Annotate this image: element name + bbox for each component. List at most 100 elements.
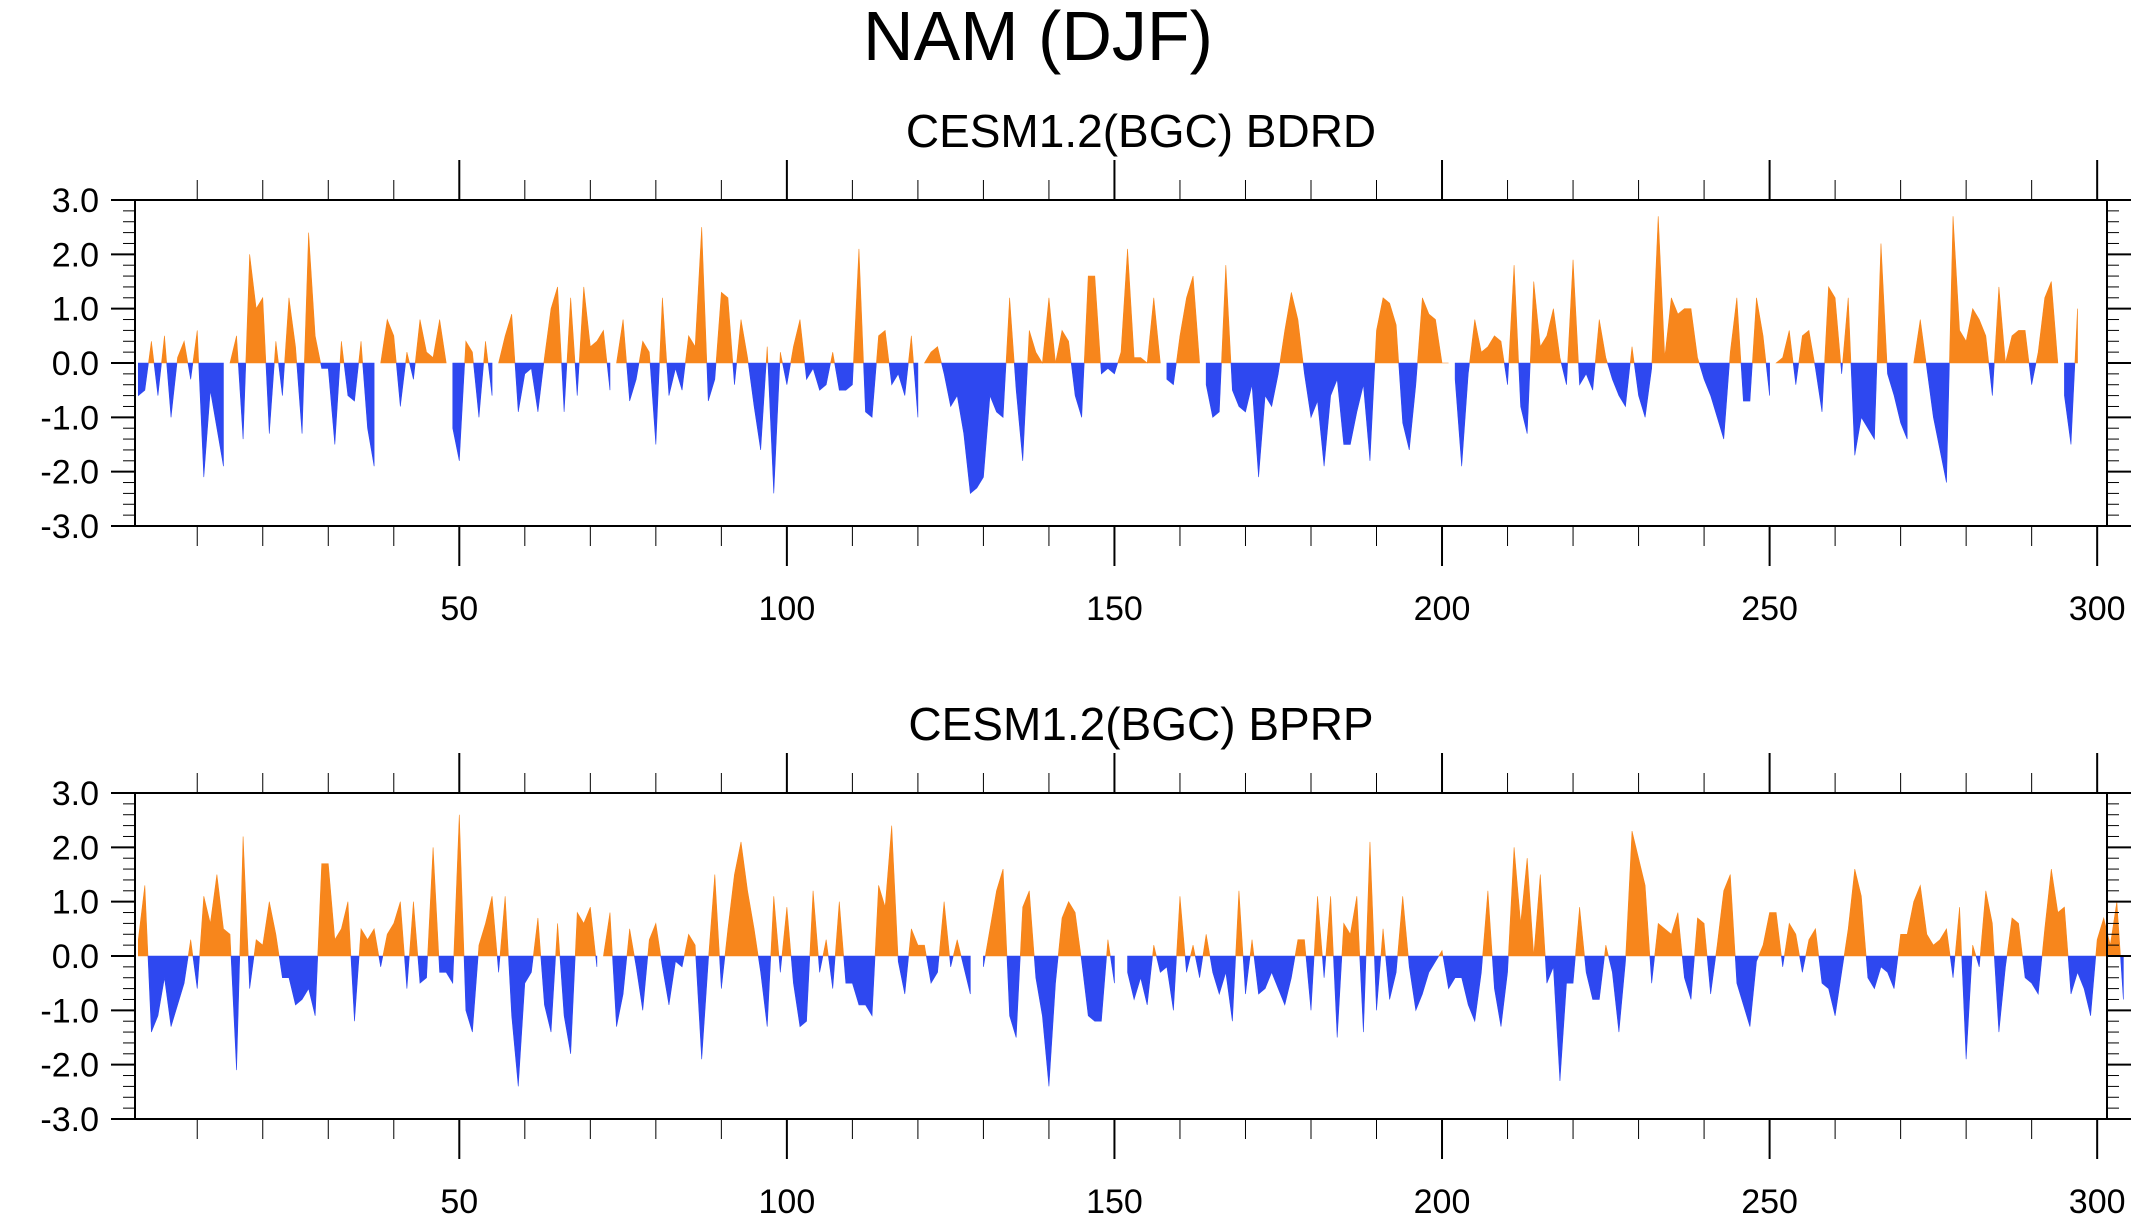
- negative-area: [983, 955, 986, 967]
- positive-area: [1752, 297, 1767, 364]
- negative-area: [1080, 955, 1107, 1022]
- negative-area: [198, 362, 224, 478]
- positive-area: [908, 928, 927, 957]
- positive-area: [1365, 841, 1375, 957]
- negative-area: [362, 362, 375, 467]
- negative-area: [1840, 362, 1843, 374]
- negative-area: [404, 955, 410, 989]
- negative-area: [350, 955, 360, 1022]
- positive-area: [1106, 939, 1111, 957]
- negative-area: [1649, 955, 1655, 984]
- negative-area: [817, 955, 824, 973]
- negative-area: [473, 362, 484, 418]
- negative-area: [1949, 955, 1956, 978]
- positive-area: [1005, 297, 1015, 364]
- positive-area: [1202, 934, 1211, 957]
- positive-area: [2035, 281, 2059, 364]
- positive-area: [2006, 917, 2023, 957]
- positive-area: [853, 248, 864, 364]
- positive-area: [1374, 297, 1400, 364]
- positive-area: [1798, 329, 1815, 364]
- negative-area: [1070, 362, 1085, 418]
- negative-area: [941, 362, 1007, 494]
- negative-area: [1333, 955, 1343, 1038]
- positive-area: [304, 232, 321, 364]
- positive-area: [284, 297, 298, 364]
- y-tick-label: 1.0: [52, 291, 99, 329]
- negative-area: [1385, 955, 1398, 1000]
- positive-area: [1594, 319, 1608, 364]
- positive-area: [532, 917, 542, 957]
- positive-area: [427, 847, 440, 957]
- positive-area: [724, 841, 759, 957]
- positive-area: [1176, 896, 1186, 957]
- negative-area: [1305, 955, 1315, 1011]
- y-tick-label: 2.0: [52, 236, 99, 274]
- positive-area: [543, 286, 562, 364]
- positive-area: [1843, 868, 1867, 957]
- positive-area: [659, 297, 668, 364]
- positive-area: [574, 906, 597, 957]
- negative-area: [247, 955, 255, 989]
- negative-area: [1155, 955, 1177, 1011]
- negative-area: [237, 362, 247, 440]
- y-tick-label: -1.0: [40, 399, 99, 437]
- negative-area: [1006, 955, 1021, 1038]
- positive-area: [1019, 890, 1035, 957]
- panel-1: CESM1.2(BGC) BDRD -3.0 -2.0 -1.0 0.0 1.0 2.0 3.…: [40, 105, 2131, 628]
- x-tick-label: 50: [440, 1183, 478, 1220]
- negative-area: [1698, 362, 1730, 440]
- positive-area: [498, 314, 516, 364]
- x-tick-label: 300: [2069, 590, 2126, 628]
- positive-area: [273, 341, 279, 364]
- positive-area: [2074, 308, 2078, 364]
- positive-area: [229, 335, 239, 364]
- positive-area: [1694, 917, 1708, 957]
- positive-area: [603, 912, 613, 957]
- negative-area: [487, 362, 493, 396]
- x-tick-label: 100: [759, 1183, 816, 1220]
- positive-area: [638, 340, 651, 364]
- positive-area: [952, 939, 962, 957]
- figure-title: NAM (DJF): [863, 0, 1213, 75]
- panel-title: CESM1.2(BGC) BPRP: [908, 698, 1373, 750]
- negative-area: [187, 362, 194, 380]
- negative-area: [1127, 955, 1153, 1005]
- negative-area: [153, 362, 162, 396]
- negative-area: [1209, 955, 1236, 1022]
- negative-area: [767, 362, 781, 494]
- x-tick-label: 200: [1414, 1183, 1471, 1220]
- positive-area: [137, 885, 149, 957]
- y-tick-label: 0.0: [52, 938, 99, 976]
- negative-area: [438, 955, 455, 985]
- positive-area: [1249, 939, 1255, 957]
- positive-area: [464, 340, 474, 364]
- positive-area: [1654, 912, 1683, 957]
- negative-area: [1850, 362, 1878, 456]
- negative-area: [1814, 362, 1825, 412]
- negative-area: [626, 362, 640, 402]
- positive-area: [765, 346, 769, 364]
- y-tick-label: -2.0: [40, 1047, 99, 1085]
- positive-area: [684, 227, 708, 364]
- positive-area: [1575, 907, 1585, 957]
- negative-area: [1184, 955, 1191, 973]
- positive-area: [1508, 265, 1519, 364]
- negative-area: [278, 362, 285, 396]
- negative-area: [230, 955, 241, 1071]
- positive-area: [317, 863, 352, 957]
- negative-area: [1886, 362, 1908, 440]
- positive-area: [382, 901, 405, 957]
- negative-area: [960, 955, 971, 995]
- negative-area: [343, 362, 359, 402]
- positive-area: [1294, 939, 1307, 957]
- positive-area: [239, 836, 249, 957]
- negative-area: [897, 955, 909, 995]
- negative-area: [452, 362, 465, 461]
- positive-area: [874, 825, 899, 957]
- negative-area: [296, 362, 305, 434]
- positive-area: [984, 868, 1008, 957]
- positive-area: [1190, 945, 1196, 957]
- positive-area: [779, 352, 783, 364]
